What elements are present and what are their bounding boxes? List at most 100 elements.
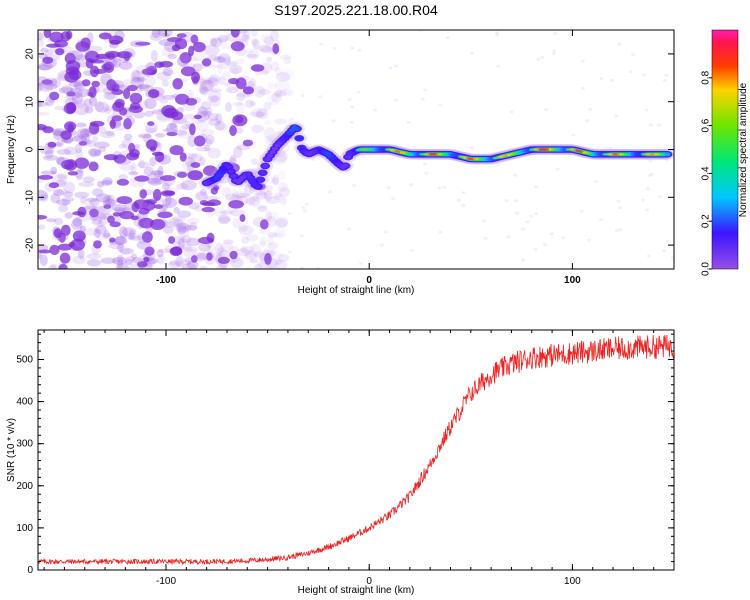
noise-blob xyxy=(192,97,202,104)
noise-blob xyxy=(206,211,214,217)
noise-blob xyxy=(162,197,178,209)
noise-blob xyxy=(163,225,174,234)
noise-blob xyxy=(175,222,191,233)
noise-blob xyxy=(236,248,251,257)
noise-blob xyxy=(213,56,226,63)
noise-blob xyxy=(287,250,292,254)
noise-blob xyxy=(238,225,254,236)
noise-blob xyxy=(83,205,98,210)
noise-blob xyxy=(93,228,101,238)
noise-blob xyxy=(38,224,46,230)
trace-segment xyxy=(259,170,266,175)
noise-blob xyxy=(176,171,188,178)
noise-blob xyxy=(176,183,189,190)
noise-blob xyxy=(154,132,166,138)
noise-blob xyxy=(245,196,261,207)
noise-blob xyxy=(75,143,83,154)
trace-segment xyxy=(664,152,671,157)
noise-blob xyxy=(88,161,99,172)
noise-blob xyxy=(163,70,175,76)
noise-blob xyxy=(261,34,274,44)
noise-blob xyxy=(103,204,112,210)
noise-blob xyxy=(251,64,265,72)
noise-blob xyxy=(220,210,233,215)
y-tick-label: 200 xyxy=(16,481,33,492)
noise-blob xyxy=(219,250,232,258)
noise-blob xyxy=(74,191,90,199)
noise-blob xyxy=(73,79,84,90)
noise-blob xyxy=(283,57,292,65)
noise-blob xyxy=(92,188,104,197)
noise-blob xyxy=(644,108,649,112)
noise-blob xyxy=(136,240,151,250)
noise-blob xyxy=(216,263,227,269)
noise-blob xyxy=(230,41,245,52)
noise-blob xyxy=(56,148,72,155)
noise-blob xyxy=(38,76,49,86)
noise-blob xyxy=(181,96,195,106)
noise-blob xyxy=(151,109,165,115)
noise-blob xyxy=(379,243,384,247)
noise-blob xyxy=(267,234,274,246)
noise-blob xyxy=(193,114,202,120)
noise-blob xyxy=(157,254,165,265)
trace-segment xyxy=(655,153,660,156)
noise-blob xyxy=(108,243,125,250)
y-tick-label: 400 xyxy=(16,397,33,408)
noise-blob xyxy=(235,30,248,35)
noise-blob xyxy=(225,193,240,201)
noise-blob xyxy=(266,242,279,250)
trace-segment xyxy=(266,153,274,158)
noise-blob xyxy=(244,250,257,260)
noise-blob xyxy=(332,46,337,50)
noise-blob xyxy=(143,166,154,176)
noise-blob xyxy=(645,208,650,212)
noise-blob xyxy=(162,79,169,87)
noise-blob xyxy=(200,111,213,117)
noise-blob xyxy=(89,120,105,127)
noise-blob xyxy=(217,34,229,43)
noise-blob xyxy=(249,101,257,107)
noise-blob xyxy=(88,86,97,98)
noise-blob xyxy=(101,179,113,186)
noise-blob xyxy=(189,221,198,232)
noise-blob xyxy=(245,48,254,54)
noise-blob xyxy=(218,76,226,86)
noise-blob xyxy=(203,144,211,152)
noise-blob xyxy=(38,32,44,41)
noise-blob xyxy=(299,266,304,269)
x-tick-label: 0 xyxy=(366,275,372,286)
noise-blob xyxy=(495,31,499,35)
colorbar xyxy=(711,29,739,270)
colorbar-label: Normalized spectral amplitude xyxy=(738,82,749,217)
noise-blob xyxy=(136,261,148,268)
noise-blob xyxy=(72,255,86,265)
noise-blob xyxy=(128,171,139,176)
noise-blob xyxy=(176,55,190,68)
noise-blob xyxy=(232,191,246,199)
noise-blob xyxy=(60,130,72,140)
noise-blob xyxy=(513,199,518,203)
noise-blob xyxy=(82,209,93,216)
noise-blob xyxy=(278,187,291,197)
noise-blob xyxy=(139,202,152,209)
noise-blob xyxy=(137,232,147,244)
noise-blob xyxy=(64,212,74,219)
trace-segment xyxy=(368,148,372,151)
noise-blob xyxy=(258,252,269,260)
noise-blob xyxy=(83,227,100,236)
noise-blob xyxy=(189,123,196,136)
noise-blob xyxy=(199,86,210,96)
trace-segment xyxy=(342,163,349,168)
y-axis-label: Frequency (Hz) xyxy=(6,115,17,184)
noise-blob xyxy=(272,232,284,238)
noise-blob xyxy=(272,174,280,185)
noise-blob xyxy=(178,196,193,206)
noise-blob xyxy=(457,198,461,202)
noise-blob xyxy=(129,176,145,188)
noise-blob xyxy=(661,249,666,253)
noise-blob xyxy=(234,30,242,35)
noise-blob xyxy=(229,195,243,202)
noise-blob xyxy=(648,174,653,178)
noise-blob xyxy=(38,64,51,71)
